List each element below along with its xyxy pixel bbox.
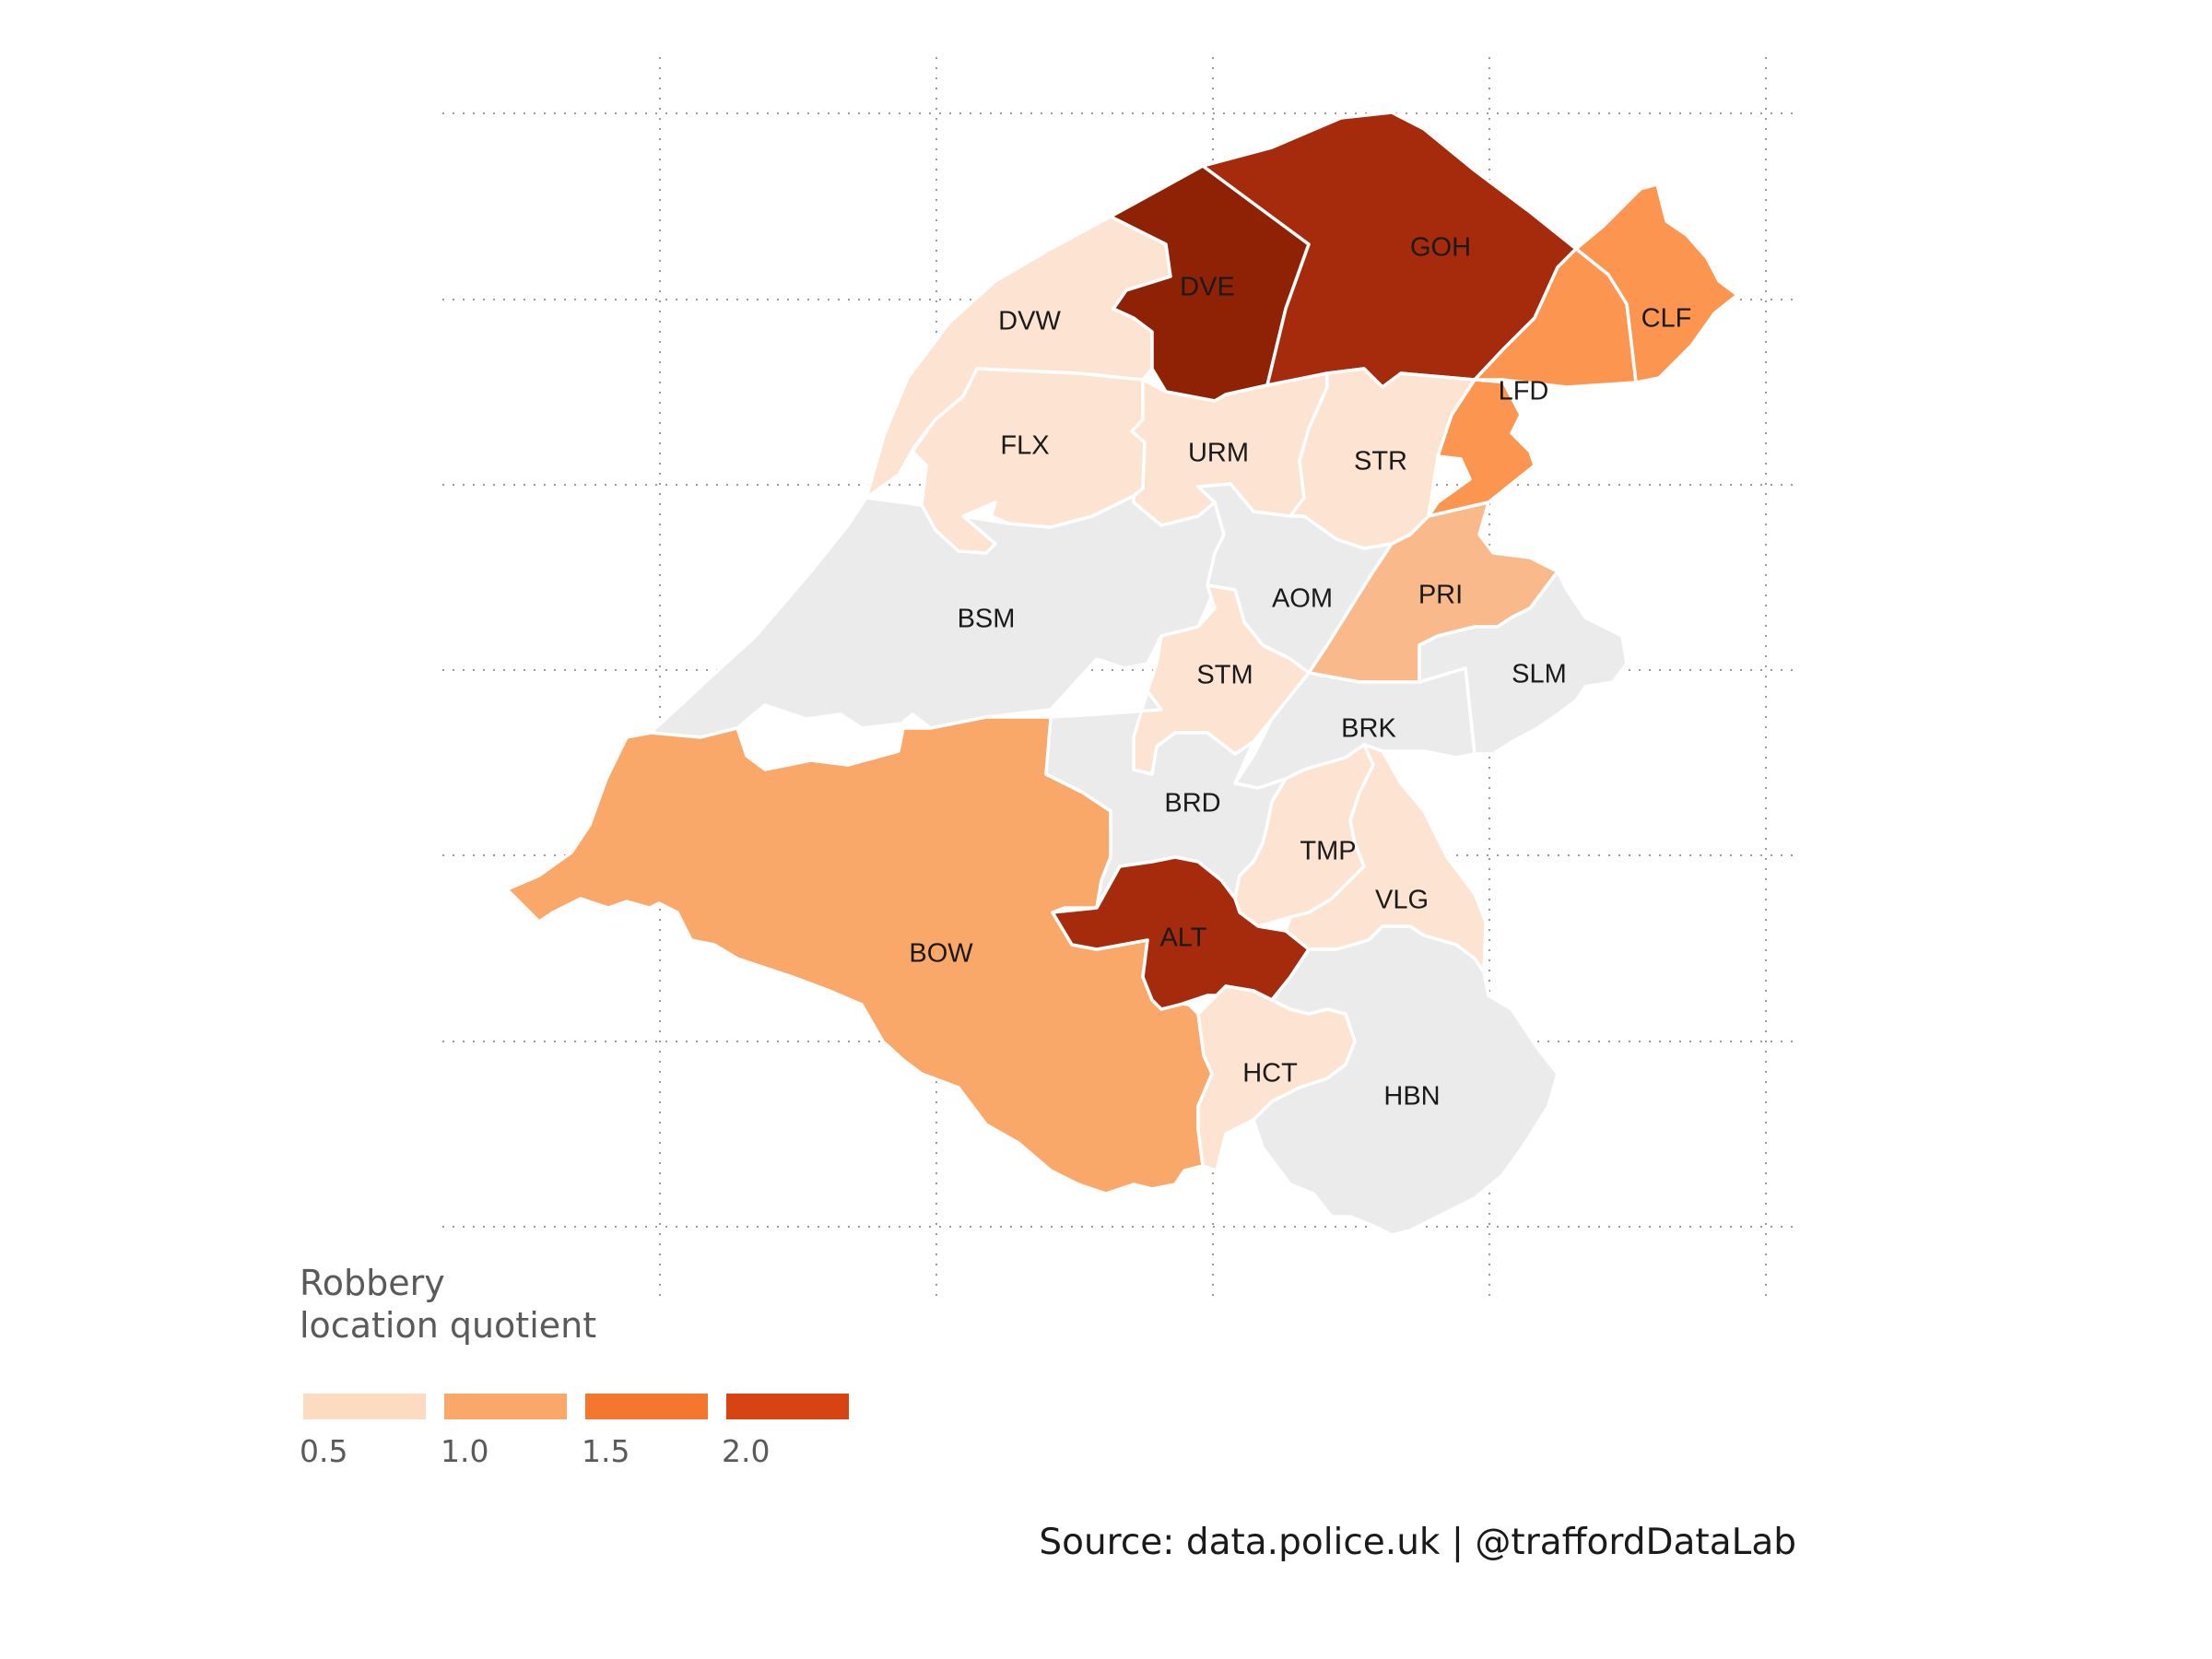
- ward-label-PRI: PRI: [1418, 581, 1463, 610]
- legend-tick-label: 1.5: [582, 1433, 630, 1469]
- ward-label-URM: URM: [1188, 439, 1249, 468]
- ward-label-AOM: AOM: [1272, 584, 1333, 614]
- ward-label-DVW: DVW: [998, 307, 1061, 336]
- legend-tick-label: 2.0: [722, 1433, 771, 1469]
- ward-label-SLM: SLM: [1512, 660, 1567, 689]
- ward-label-HBN: HBN: [1383, 1082, 1440, 1112]
- ward-label-STM: STM: [1196, 661, 1253, 690]
- ward-HBN[interactable]: [1252, 924, 1559, 1237]
- ward-label-STR: STR: [1354, 447, 1407, 477]
- ward-label-LFD: LFD: [1499, 377, 1549, 406]
- legend-key-4: [726, 1394, 849, 1419]
- ward-label-BSM: BSM: [958, 605, 1016, 634]
- ward-label-DVE: DVE: [1180, 273, 1235, 302]
- ward-label-GOH: GOH: [1410, 233, 1471, 263]
- ward-label-FLX: FLX: [1000, 431, 1049, 461]
- legend-key-2: [444, 1394, 567, 1419]
- ward-LFD[interactable]: [1427, 247, 1638, 518]
- legend-title-line2: location quotient: [300, 1305, 597, 1346]
- legend-tick-label: 1.0: [441, 1433, 489, 1469]
- ward-label-VLG: VLG: [1375, 886, 1429, 915]
- legend-title: Robbery location quotient: [300, 1262, 596, 1347]
- ward-labels: DVE GOH CLF LFD DVW FLX URM STR PRI BSM …: [909, 233, 1691, 1112]
- legend-key-3: [585, 1394, 708, 1419]
- ward-label-TMP: TMP: [1300, 837, 1356, 866]
- ward-label-CLF: CLF: [1641, 304, 1692, 334]
- legend-tick-label: 0.5: [300, 1433, 348, 1469]
- wards: [505, 111, 1739, 1237]
- ward-label-ALT: ALT: [1159, 924, 1206, 953]
- ward-label-BRD: BRD: [1164, 789, 1220, 818]
- ward-label-BRK: BRK: [1341, 714, 1396, 744]
- source-caption: Source: data.police.uk | @traffordDataLa…: [1039, 1522, 1796, 1563]
- ward-label-HCT: HCT: [1242, 1059, 1298, 1088]
- ward-label-BOW: BOW: [909, 939, 973, 969]
- legend-key-1: [303, 1394, 426, 1419]
- legend-title-line1: Robbery: [300, 1263, 445, 1303]
